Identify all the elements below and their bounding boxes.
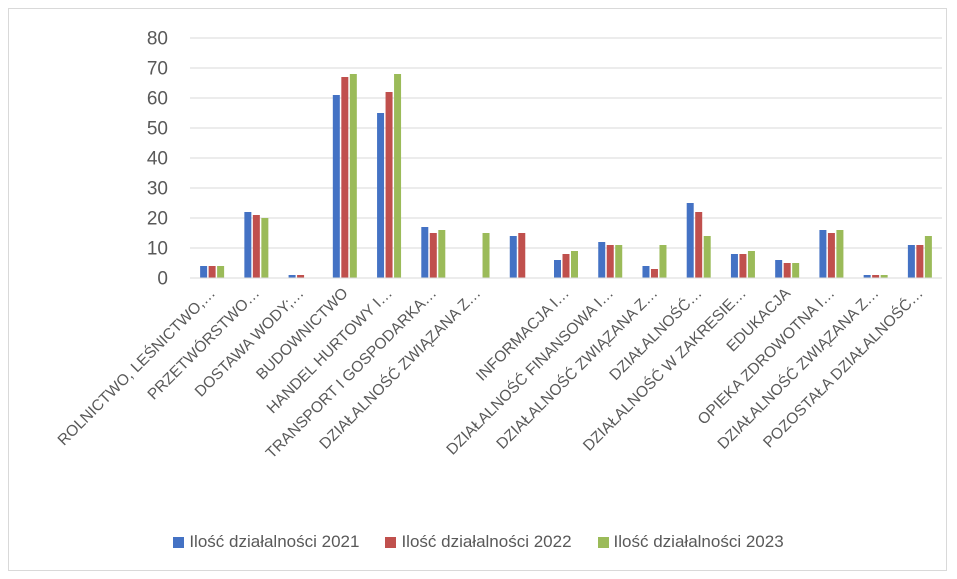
y-tick-label-40: 40 [147,149,168,170]
legend-item-2021: Ilość działalności 2021 [173,532,359,552]
bar-2-16 [872,275,880,278]
bar-2-4 [341,77,349,278]
bar-2-9 [562,254,570,278]
y-tick-label-80: 80 [147,29,168,50]
bar-3-6 [438,230,446,278]
y-tick-label-60: 60 [147,89,168,110]
bar-2-14 [783,263,791,278]
bar-2-10 [606,245,614,278]
bar-1-11 [642,266,650,278]
bar-2-8 [518,233,526,278]
bar-1-2 [244,212,252,278]
chart-frame [8,8,947,571]
bar-1-15 [819,230,827,278]
bar-2-2 [252,215,260,278]
legend-item-2023: Ilość działalności 2023 [597,532,784,552]
bar-2-1 [208,266,216,278]
bar-3-16 [880,275,888,278]
y-tick-label-50: 50 [147,119,168,140]
legend-label-2021: Ilość działalności 2021 [189,532,360,551]
legend: Ilość działalności 2021 Ilość działalnoś… [0,532,957,552]
legend-item-2022: Ilość działalności 2022 [385,532,572,552]
bar-3-12 [703,236,711,278]
bar-1-3 [288,275,296,278]
x-category-label-11: DZIAŁALNOŚĆ ZWIĄZANA Z… [493,284,662,453]
x-category-label-16: DZIAŁALNOŚĆ ZWIĄZANA Z… [714,284,883,453]
bar-3-5 [394,74,402,278]
y-tick-label-70: 70 [147,59,168,80]
bar-2-15 [827,233,835,278]
y-tick-label-30: 30 [147,179,168,200]
bar-3-4 [349,74,357,278]
bar-2-11 [650,269,658,278]
bar-3-7 [482,233,490,278]
x-category-label-7: DZIAŁALNOŚĆ ZWIĄZANA Z… [316,284,485,453]
bar-1-5 [377,113,385,278]
bar-1-9 [554,260,561,278]
x-category-label-1: ROLNICTWO, LEŚNICTWO,… [54,284,219,449]
y-axis-tick-labels: 0 10 20 30 40 50 60 70 80 [147,29,168,290]
bar-3-11 [659,245,667,278]
x-category-label-17: POZOSTAŁA DZIAŁALNOŚĆ… [759,284,926,451]
bar-2-3 [297,275,305,278]
bar-3-10 [615,245,623,278]
bar-3-15 [836,230,844,278]
bar-2-6 [429,233,437,278]
gridlines [190,37,942,249]
y-tick-label-0: 0 [157,269,168,290]
bar-2-5 [385,92,393,278]
bar-1-13 [730,254,738,278]
legend-swatch-2023 [597,536,609,548]
bar-3-14 [792,263,800,278]
bar-1-1 [200,266,208,278]
bar-1-16 [863,275,871,278]
x-category-label-13: DZIAŁALNOŚĆ W ZAKRESIE… [579,284,749,454]
bars [200,74,932,278]
legend-swatch-2021 [173,536,185,548]
bar-1-8 [509,236,517,278]
bar-1-10 [598,242,606,278]
bar-1-12 [686,203,694,278]
bar-3-1 [217,266,225,278]
y-tick-label-20: 20 [147,209,168,230]
legend-swatch-2022 [385,536,397,548]
bar-1-6 [421,227,429,278]
y-tick-label-10: 10 [147,239,168,260]
x-axis-category-labels: ROLNICTWO, LEŚNICTWO,…PRZETWÓRSTWO…DOSTA… [54,284,927,462]
bar-1-14 [775,260,783,278]
bar-3-9 [571,251,578,278]
bar-3-17 [924,236,932,278]
bar-3-13 [747,251,755,278]
legend-label-2022: Ilość działalności 2022 [401,532,572,551]
bar-1-17 [907,245,915,278]
legend-label-2023: Ilość działalności 2023 [613,532,784,551]
bar-2-17 [916,245,924,278]
bar-2-12 [695,212,703,278]
bar-1-4 [332,95,340,278]
bar-2-13 [739,254,747,278]
bar-3-2 [261,218,269,278]
